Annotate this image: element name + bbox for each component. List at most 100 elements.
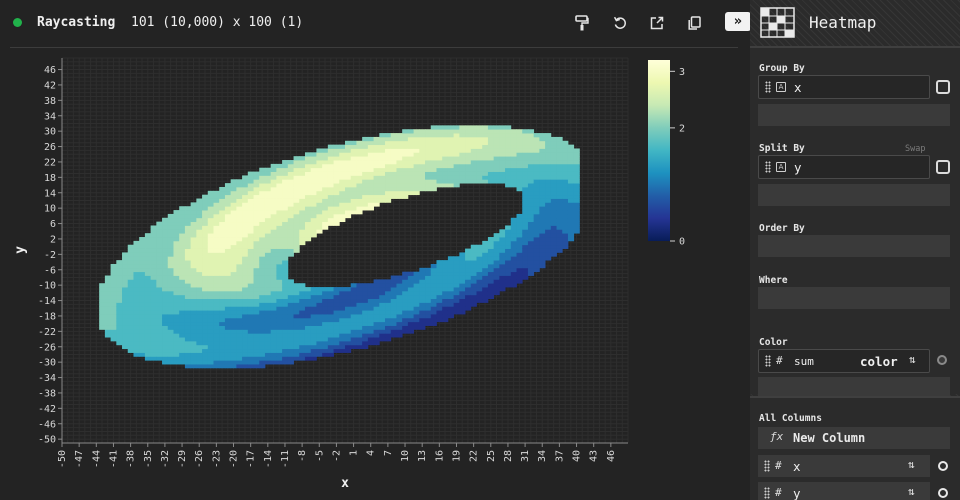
heatmap-cell <box>190 252 197 257</box>
drag-handle-icon[interactable] <box>764 487 770 499</box>
heatmap-cell <box>253 356 260 361</box>
color-column-pill[interactable]: # sum color ⇅ <box>758 349 930 373</box>
heatmap-cell <box>236 256 243 261</box>
heatmap-cell <box>333 329 340 334</box>
heatmap-cell <box>179 352 186 357</box>
split-by-drop-zone[interactable] <box>758 184 950 206</box>
column-y-radio[interactable] <box>938 488 948 498</box>
heatmap-cell <box>270 252 277 257</box>
collapse-sidebar-button[interactable]: » <box>725 12 751 31</box>
heatmap-cell <box>184 290 192 296</box>
heatmap-cell <box>556 175 563 180</box>
heatmap-cell <box>476 125 483 130</box>
heatmap-cell <box>213 202 220 207</box>
aggregate-selector[interactable]: sum <box>794 355 814 368</box>
heatmap-cell <box>516 237 523 242</box>
new-column-button[interactable]: ƒx New Column <box>758 427 950 449</box>
drag-handle-icon[interactable] <box>765 161 771 173</box>
drag-handle-icon[interactable] <box>764 460 770 472</box>
heatmap-cell <box>356 317 363 323</box>
heatmap-cell <box>259 202 266 207</box>
heatmap-cell <box>287 206 294 211</box>
export-icon[interactable] <box>646 12 668 34</box>
heatmap-cell <box>425 140 432 146</box>
heatmap-cell <box>385 175 392 180</box>
heatmap-cell <box>510 260 517 265</box>
heatmap-cell <box>282 190 289 196</box>
column-x-radio[interactable] <box>938 461 948 471</box>
heatmap-cell <box>516 217 523 223</box>
drag-handle-icon[interactable] <box>765 81 771 93</box>
sort-arrows-icon[interactable]: ⇅ <box>908 458 915 471</box>
heatmap-cell <box>505 160 512 165</box>
heatmap-cell <box>345 302 352 307</box>
sort-arrows-icon[interactable]: ⇅ <box>908 485 915 498</box>
heatmap-cell <box>304 290 312 296</box>
copy-icon[interactable] <box>683 12 705 34</box>
heatmap-cell <box>224 217 232 223</box>
heatmap-cell <box>127 248 134 253</box>
drag-handle-icon[interactable] <box>765 355 771 367</box>
color-drop-zone[interactable] <box>758 377 950 396</box>
heatmap-cell <box>173 298 180 303</box>
paint-roller-icon[interactable] <box>571 12 593 34</box>
heatmap-cell <box>407 140 415 146</box>
heatmap-cell <box>533 256 540 261</box>
heatmap-cell <box>539 252 546 257</box>
order-by-drop-zone[interactable] <box>758 235 950 257</box>
heatmap-cell <box>167 325 174 330</box>
heatmap-cell <box>476 244 483 249</box>
heatmap-cell <box>282 356 289 361</box>
heatmap-cell <box>522 260 529 265</box>
heatmap-cell <box>122 267 129 273</box>
sort-arrows-icon[interactable]: ⇅ <box>909 353 916 366</box>
x-tick-label: -41 <box>108 450 119 468</box>
heatmap-cell <box>327 310 334 315</box>
heatmap-cell <box>379 194 386 199</box>
column-row-y[interactable]: # y ⇅ <box>758 482 930 500</box>
reset-icon[interactable] <box>609 12 631 34</box>
split-by-column-pill[interactable]: A y <box>758 155 930 179</box>
heatmap-cell <box>362 310 369 315</box>
heatmap-cell <box>276 267 283 273</box>
heatmap-cell <box>339 314 346 319</box>
heatmap-cell <box>310 206 317 211</box>
where-drop-zone[interactable] <box>758 287 950 309</box>
group-by-column-pill[interactable]: A x <box>758 75 930 99</box>
group-by-drop-zone[interactable] <box>758 104 950 126</box>
heatmap-cell <box>447 136 455 142</box>
heatmap-cell <box>310 233 317 238</box>
heatmap-cell <box>213 333 220 338</box>
plugin-selector[interactable]: Heatmap <box>809 13 877 32</box>
heatmap-cell <box>242 310 249 315</box>
heatmap-cell <box>196 206 203 211</box>
heatmap-cell <box>385 148 392 153</box>
column-row-x[interactable]: # x ⇅ <box>758 455 930 477</box>
heatmap-cell <box>487 271 495 276</box>
heatmap-cell <box>299 352 306 357</box>
heatmap-cell <box>304 325 312 330</box>
heatmap-cell <box>436 263 443 269</box>
heatmap-chart[interactable]: -50 -47 -44 -41 -38 -35 -32 -29 -26 -23 -20 -17 -14-… <box>0 50 740 500</box>
heatmap-cell <box>339 348 346 353</box>
heatmap-cell <box>173 306 180 311</box>
split-by-checkbox[interactable] <box>936 160 950 174</box>
heatmap-cell <box>367 321 374 326</box>
heatmap-cell <box>545 152 552 157</box>
heatmap-cell <box>219 337 226 342</box>
heatmap-cell <box>379 198 386 203</box>
heatmap-cell <box>522 183 529 188</box>
heatmap-cell <box>430 136 437 142</box>
color-radio[interactable] <box>937 355 947 365</box>
heatmap-cell <box>264 344 272 350</box>
heatmap-cell <box>350 210 357 215</box>
heatmap-icon[interactable] <box>760 7 795 38</box>
group-by-checkbox[interactable] <box>936 80 950 94</box>
heatmap-cell <box>333 290 340 296</box>
heatmap-cell <box>253 344 260 350</box>
heatmap-cell <box>304 298 312 303</box>
swap-button[interactable]: Swap <box>905 144 926 154</box>
heatmap-cell <box>390 298 397 303</box>
heatmap-cell <box>465 302 472 307</box>
heatmap-cell <box>293 175 300 180</box>
